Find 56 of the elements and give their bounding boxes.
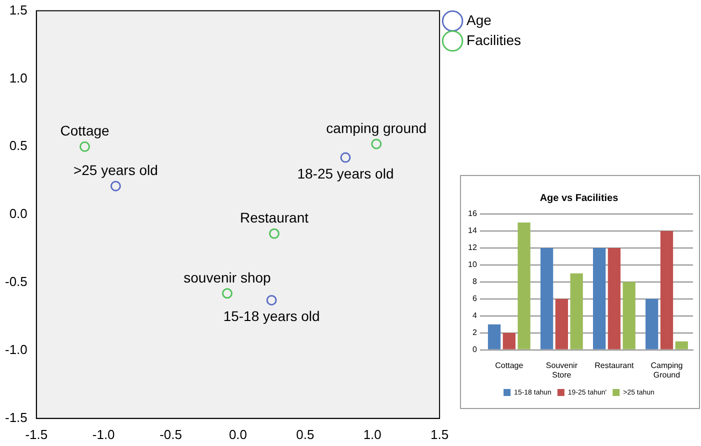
y-tick-label: -1.0 <box>4 342 28 358</box>
point <box>80 141 90 152</box>
y-tick-label: 16 <box>468 209 478 218</box>
y-tick-label: 14 <box>468 226 478 236</box>
annotation: 15-18 years old <box>223 308 320 324</box>
x-tick-label: -1.5 <box>25 426 48 442</box>
annotation: 18-25 years old <box>297 166 394 182</box>
y-tick-label: 8 <box>472 277 478 286</box>
point <box>340 152 351 163</box>
point <box>110 180 121 192</box>
annotation: souvenir shop <box>184 269 272 286</box>
y-tick-label: 1.5 <box>9 2 28 18</box>
x-tick-label: 0.5 <box>296 426 314 442</box>
bar <box>518 222 530 350</box>
y-tick-label: -0.5 <box>4 274 28 290</box>
y-tick-label: 0.0 <box>9 206 28 222</box>
y-tick-label: 2 <box>472 328 478 338</box>
annotation: >25 years old <box>73 162 158 178</box>
y-tick-label: 0.5 <box>9 138 28 154</box>
x-tick-label: -0.5 <box>160 426 182 442</box>
bar <box>660 230 674 350</box>
y-tick-label: 1.0 <box>9 70 28 86</box>
bar <box>593 248 606 350</box>
bar <box>488 324 501 350</box>
bar <box>675 341 688 350</box>
x-tick-label: Restaurant <box>594 360 635 370</box>
y-tick-label: 4 <box>472 311 478 320</box>
bar <box>502 332 516 350</box>
legend-label: Age <box>466 12 492 28</box>
y-tick-label: 6 <box>472 294 478 304</box>
x-tick-label: -1.0 <box>92 426 115 442</box>
bar <box>570 273 583 350</box>
point <box>266 294 277 306</box>
y-tick-label: 12 <box>468 243 478 252</box>
x-tick-label: 1.0 <box>363 426 382 442</box>
bar <box>622 282 636 350</box>
legend-label: Facilities <box>466 32 522 48</box>
annotation: Cottage <box>60 122 110 139</box>
bar <box>540 248 554 350</box>
x-tick-label: Souvenir Store <box>546 360 578 380</box>
annotation: camping ground <box>326 120 427 136</box>
x-tick-label: Camping Ground <box>650 360 683 380</box>
point <box>269 228 280 239</box>
bar <box>555 298 568 350</box>
y-tick-label: 10 <box>468 260 478 270</box>
bar <box>646 298 658 350</box>
point <box>371 138 382 150</box>
y-tick-label: 0 <box>472 345 478 354</box>
point <box>222 288 232 299</box>
chart-title: Age vs Facilities <box>540 192 619 204</box>
bar <box>608 248 621 350</box>
x-tick-label: Cottage <box>495 360 524 370</box>
x-tick-label: 1.5 <box>430 426 449 442</box>
x-tick-label: 0.0 <box>228 426 248 442</box>
y-tick-label: -1.5 <box>4 410 28 425</box>
annotation: Restaurant <box>240 210 309 226</box>
